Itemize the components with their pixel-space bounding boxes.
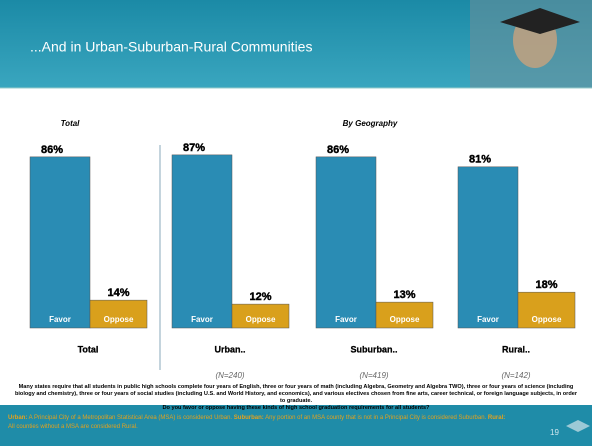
category-label: Rural.. bbox=[502, 344, 530, 354]
question: Many states require that all students in… bbox=[14, 384, 578, 412]
bar-series-label: Oppose bbox=[390, 315, 420, 324]
footer-band bbox=[0, 405, 592, 446]
value-label: 87% bbox=[183, 142, 205, 154]
bar bbox=[89, 299, 148, 329]
value-label: 86% bbox=[327, 144, 349, 156]
footnote: Urban: A Principal City of a Metropolita… bbox=[8, 414, 508, 432]
sample-size: (N=240) bbox=[215, 371, 244, 380]
value-label: 12% bbox=[249, 291, 271, 303]
footnote-label: Urban: bbox=[8, 415, 28, 421]
bar bbox=[517, 291, 576, 329]
panel-title: Total bbox=[61, 119, 81, 128]
bar-series-label: Favor bbox=[477, 315, 499, 324]
page-number: 19 bbox=[550, 428, 559, 437]
footer-icon bbox=[566, 420, 590, 432]
panel-title: By Geography bbox=[343, 119, 398, 128]
bar-series-label: Oppose bbox=[104, 315, 134, 324]
bar bbox=[29, 156, 91, 329]
category-label: Urban.. bbox=[214, 344, 245, 354]
footnote-text: A Principal City of a Metropolitan Stati… bbox=[27, 415, 234, 421]
value-label: 14% bbox=[107, 287, 129, 299]
bar bbox=[457, 166, 519, 329]
bar-series-label: Favor bbox=[191, 315, 213, 324]
value-label: 18% bbox=[535, 279, 557, 291]
bar bbox=[231, 303, 290, 329]
footnote-text: Any portion of an MSA county that is not… bbox=[263, 415, 488, 421]
bar bbox=[171, 154, 233, 329]
question-text: Do you favor or oppose having these kind… bbox=[162, 405, 430, 411]
category-label: Total bbox=[78, 344, 99, 354]
footnote-text: All counties without a MSA are considere… bbox=[8, 424, 138, 430]
bar-series-label: Oppose bbox=[532, 315, 562, 324]
photo-cap bbox=[500, 8, 580, 34]
value-label: 81% bbox=[469, 154, 491, 166]
sample-size: (N=142) bbox=[501, 371, 530, 380]
value-label: 86% bbox=[41, 144, 63, 156]
bar-series-label: Favor bbox=[49, 315, 71, 324]
bar bbox=[375, 301, 434, 329]
bar-series-label: Oppose bbox=[246, 315, 276, 324]
value-label: 13% bbox=[393, 289, 415, 301]
sample-size: (N=419) bbox=[359, 371, 388, 380]
footnote-label: Rural: bbox=[487, 415, 506, 421]
footnote-label: Suburban: bbox=[233, 415, 264, 421]
slide-title: ...And in Urban-Suburban-Rural Communiti… bbox=[30, 39, 312, 55]
question-text: Many states require that all students in… bbox=[14, 384, 578, 404]
bar-series-label: Favor bbox=[335, 315, 357, 324]
category-label: Suburban.. bbox=[351, 344, 398, 354]
bar bbox=[315, 156, 377, 329]
